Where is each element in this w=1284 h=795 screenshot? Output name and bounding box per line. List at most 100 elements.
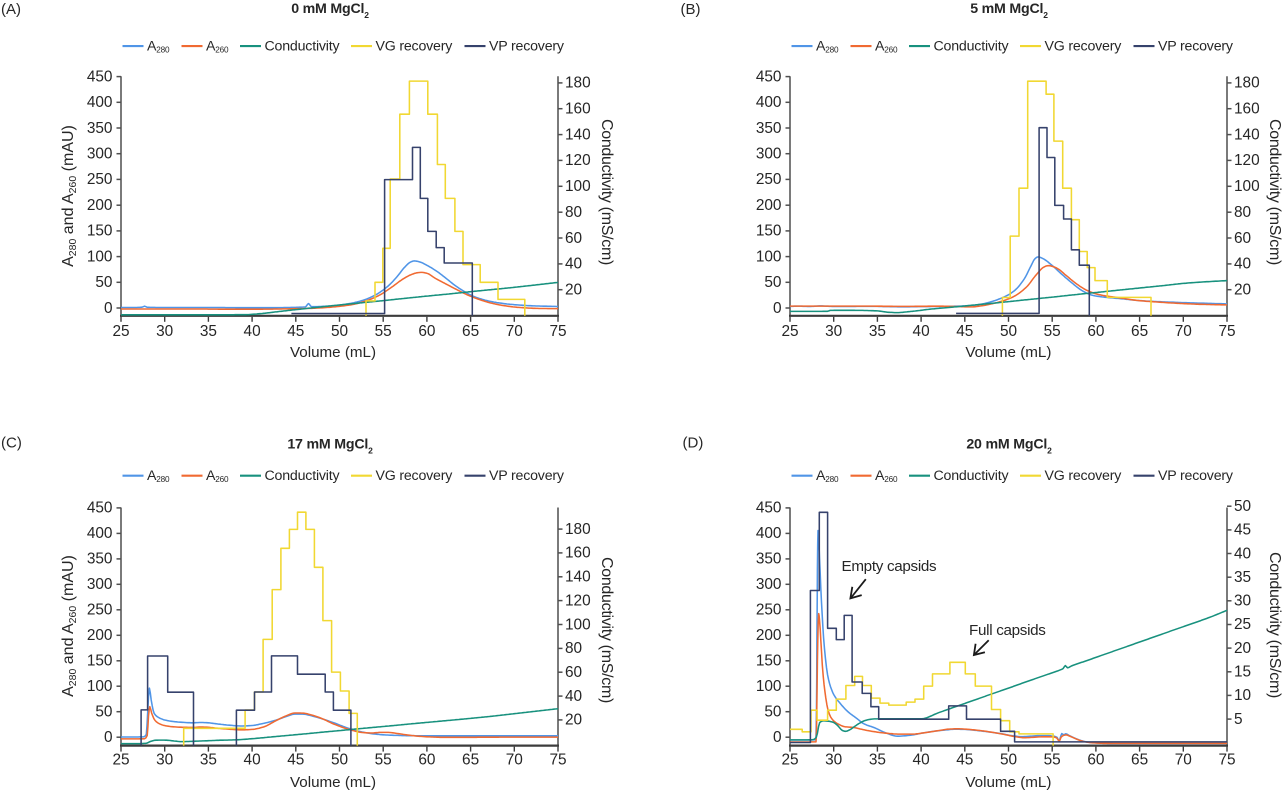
svg-text:55: 55 bbox=[375, 323, 392, 340]
svg-text:200: 200 bbox=[756, 627, 782, 644]
svg-text:5: 5 bbox=[1234, 711, 1243, 728]
svg-text:50: 50 bbox=[764, 704, 781, 721]
svg-text:Conductivity (mS/cm): Conductivity (mS/cm) bbox=[1266, 119, 1283, 265]
svg-text:80: 80 bbox=[565, 204, 582, 221]
svg-text:30: 30 bbox=[825, 752, 842, 769]
svg-text:(D): (D) bbox=[683, 434, 704, 451]
svg-text:VP recovery: VP recovery bbox=[489, 468, 565, 484]
svg-text:0: 0 bbox=[104, 300, 113, 317]
svg-text:35: 35 bbox=[200, 752, 217, 769]
svg-text:40: 40 bbox=[244, 752, 261, 769]
svg-text:65: 65 bbox=[462, 323, 479, 340]
svg-text:60: 60 bbox=[1087, 323, 1104, 340]
svg-text:40: 40 bbox=[913, 323, 930, 340]
svg-text:10: 10 bbox=[1234, 687, 1251, 704]
svg-text:(B): (B) bbox=[681, 1, 701, 18]
svg-text:Conductivity: Conductivity bbox=[934, 38, 1010, 54]
svg-text:75: 75 bbox=[1218, 752, 1235, 769]
svg-text:Volume (mL): Volume (mL) bbox=[290, 774, 376, 790]
svg-text:60: 60 bbox=[418, 323, 435, 340]
svg-text:0 mM MgCl2: 0 mM MgCl2 bbox=[291, 1, 369, 20]
svg-text:55: 55 bbox=[1044, 323, 1061, 340]
svg-text:200: 200 bbox=[756, 197, 782, 214]
svg-text:Conductivity (mS/cm): Conductivity (mS/cm) bbox=[1266, 552, 1283, 698]
svg-text:50: 50 bbox=[95, 704, 112, 721]
svg-text:20: 20 bbox=[565, 712, 582, 729]
svg-text:60: 60 bbox=[1234, 230, 1251, 247]
svg-text:17 mM MgCl2: 17 mM MgCl2 bbox=[287, 436, 373, 455]
svg-text:120: 120 bbox=[565, 592, 591, 609]
svg-text:A280 and A260 (mAU): A280 and A260 (mAU) bbox=[60, 555, 79, 697]
svg-text:60: 60 bbox=[418, 752, 435, 769]
svg-text:35: 35 bbox=[1234, 569, 1251, 586]
svg-text:400: 400 bbox=[87, 525, 113, 542]
svg-text:450: 450 bbox=[756, 500, 782, 517]
svg-text:100: 100 bbox=[565, 178, 591, 195]
svg-text:140: 140 bbox=[565, 569, 591, 586]
svg-text:15: 15 bbox=[1234, 664, 1251, 681]
svg-text:40: 40 bbox=[1234, 256, 1251, 273]
svg-text:25: 25 bbox=[112, 323, 129, 340]
svg-text:Volume (mL): Volume (mL) bbox=[965, 344, 1051, 361]
svg-text:350: 350 bbox=[87, 120, 113, 137]
svg-text:100: 100 bbox=[1234, 178, 1260, 195]
svg-text:40: 40 bbox=[565, 256, 582, 273]
svg-text:250: 250 bbox=[756, 602, 782, 619]
svg-text:VP recovery: VP recovery bbox=[489, 38, 565, 54]
svg-text:40: 40 bbox=[565, 688, 582, 705]
svg-text:50: 50 bbox=[1000, 323, 1017, 340]
svg-text:60: 60 bbox=[565, 664, 582, 681]
svg-text:120: 120 bbox=[1234, 152, 1260, 169]
svg-text:80: 80 bbox=[565, 640, 582, 657]
svg-text:150: 150 bbox=[87, 223, 113, 240]
svg-text:100: 100 bbox=[87, 678, 113, 695]
svg-text:50: 50 bbox=[764, 274, 781, 291]
svg-text:120: 120 bbox=[565, 152, 591, 169]
svg-text:Empty capsids: Empty capsids bbox=[842, 558, 938, 575]
svg-text:250: 250 bbox=[756, 171, 782, 188]
svg-text:45: 45 bbox=[287, 752, 304, 769]
svg-text:35: 35 bbox=[200, 323, 217, 340]
svg-text:350: 350 bbox=[756, 551, 782, 568]
svg-text:Conductivity: Conductivity bbox=[265, 38, 341, 54]
svg-text:30: 30 bbox=[825, 323, 842, 340]
svg-text:100: 100 bbox=[565, 616, 591, 633]
svg-text:100: 100 bbox=[756, 678, 782, 695]
svg-text:75: 75 bbox=[549, 752, 566, 769]
svg-text:150: 150 bbox=[756, 223, 782, 240]
svg-text:A280 and A260 (mAU): A280 and A260 (mAU) bbox=[60, 125, 79, 267]
svg-text:0: 0 bbox=[104, 729, 113, 746]
svg-text:80: 80 bbox=[1234, 204, 1251, 221]
svg-text:20: 20 bbox=[565, 282, 582, 299]
svg-text:70: 70 bbox=[506, 323, 523, 340]
svg-text:400: 400 bbox=[756, 94, 782, 111]
svg-text:VG recovery: VG recovery bbox=[1045, 38, 1123, 54]
svg-text:25: 25 bbox=[112, 752, 129, 769]
svg-text:150: 150 bbox=[756, 653, 782, 670]
svg-text:VP recovery: VP recovery bbox=[1158, 468, 1234, 484]
svg-text:60: 60 bbox=[565, 230, 582, 247]
svg-text:100: 100 bbox=[87, 248, 113, 265]
svg-text:100: 100 bbox=[756, 248, 782, 265]
svg-text:Conductivity: Conductivity bbox=[934, 468, 1010, 484]
svg-text:30: 30 bbox=[156, 323, 173, 340]
svg-text:35: 35 bbox=[869, 323, 886, 340]
svg-text:300: 300 bbox=[756, 576, 782, 593]
svg-text:35: 35 bbox=[869, 752, 886, 769]
svg-text:180: 180 bbox=[1234, 75, 1260, 92]
svg-text:Conductivity (mS/cm): Conductivity (mS/cm) bbox=[598, 119, 615, 265]
svg-text:45: 45 bbox=[956, 752, 973, 769]
svg-text:50: 50 bbox=[95, 274, 112, 291]
svg-text:450: 450 bbox=[87, 500, 113, 517]
svg-text:45: 45 bbox=[287, 323, 304, 340]
svg-text:55: 55 bbox=[1044, 752, 1061, 769]
svg-text:70: 70 bbox=[1175, 323, 1192, 340]
svg-text:400: 400 bbox=[756, 525, 782, 542]
svg-text:70: 70 bbox=[506, 752, 523, 769]
svg-text:160: 160 bbox=[1234, 101, 1260, 118]
svg-text:65: 65 bbox=[1131, 323, 1148, 340]
svg-text:300: 300 bbox=[87, 576, 113, 593]
svg-text:40: 40 bbox=[1234, 545, 1251, 562]
svg-text:VG recovery: VG recovery bbox=[376, 468, 454, 484]
svg-text:25: 25 bbox=[1234, 616, 1251, 633]
